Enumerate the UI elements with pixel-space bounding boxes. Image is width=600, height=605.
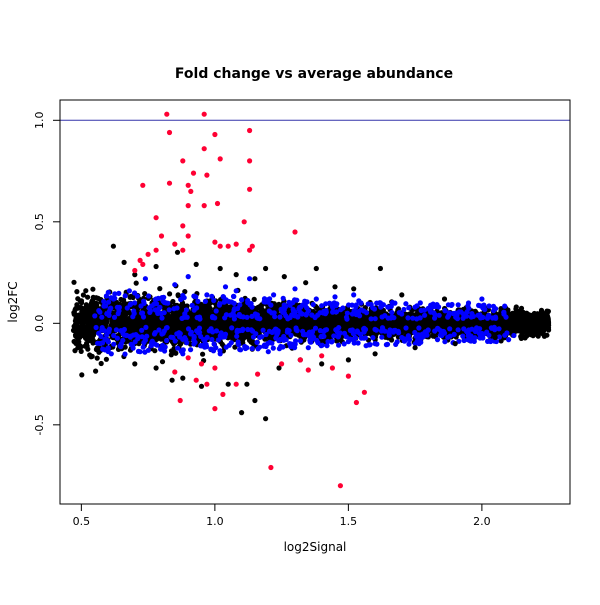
point-black <box>158 336 164 342</box>
point-black <box>170 330 176 336</box>
point-black <box>239 320 245 326</box>
point-black <box>76 343 82 349</box>
point-black <box>83 302 89 308</box>
point-black <box>259 306 265 313</box>
point-black <box>419 321 425 327</box>
point-black <box>103 356 109 362</box>
point-black <box>80 320 87 326</box>
point-black <box>142 291 148 297</box>
point-black <box>121 322 128 328</box>
point-black <box>157 286 163 292</box>
point-black <box>168 352 174 358</box>
point-black <box>541 314 548 320</box>
point-black <box>85 320 91 326</box>
point-black <box>546 327 552 333</box>
point-black <box>545 308 552 314</box>
point-black <box>182 289 188 295</box>
point-black <box>131 320 137 327</box>
point-black <box>170 298 176 305</box>
point-black <box>204 312 210 318</box>
point-black <box>167 291 173 297</box>
point-black <box>199 306 205 313</box>
point-black <box>181 303 187 309</box>
point-black <box>89 353 95 359</box>
point-black <box>530 333 536 339</box>
point-black <box>206 305 212 311</box>
point-black <box>498 338 504 344</box>
point-black <box>173 350 179 356</box>
point-black <box>71 279 77 285</box>
point-black <box>175 292 181 298</box>
point-black <box>524 310 530 316</box>
point-black <box>113 323 119 329</box>
point-black <box>386 320 392 326</box>
point-black <box>250 340 256 347</box>
point-black <box>184 319 190 325</box>
point-black <box>89 318 95 324</box>
point-black <box>244 323 251 329</box>
point-black <box>210 320 216 326</box>
point-black <box>98 360 104 367</box>
point-black <box>251 296 257 302</box>
point-black <box>134 315 140 321</box>
point-black <box>94 355 100 361</box>
points-layer <box>70 111 552 489</box>
point-black <box>71 310 77 316</box>
point-black <box>272 305 278 311</box>
point-black <box>133 325 139 331</box>
point-black <box>76 312 82 318</box>
point-black <box>213 323 219 329</box>
point-black <box>511 310 518 317</box>
point-black <box>72 325 78 331</box>
point-black <box>314 305 320 311</box>
point-black <box>74 317 80 323</box>
point-black <box>85 294 91 300</box>
point-black <box>88 302 94 308</box>
point-black <box>223 306 229 313</box>
point-black <box>74 289 80 295</box>
point-black <box>90 329 96 335</box>
point-black <box>298 319 305 325</box>
point-black <box>191 324 198 330</box>
point-black <box>166 317 172 323</box>
point-black <box>335 338 341 344</box>
point-black <box>72 348 78 354</box>
point-black <box>260 312 266 318</box>
point-black <box>159 359 166 365</box>
point-black <box>129 326 136 332</box>
point-black <box>73 333 79 339</box>
chart-title: Fold change vs average abundance <box>175 66 453 82</box>
point-black <box>502 319 508 325</box>
point-black <box>85 346 91 352</box>
point-black <box>93 368 99 374</box>
point-black <box>83 288 89 294</box>
point-black <box>130 294 136 301</box>
point-black <box>362 317 368 323</box>
point-black <box>84 340 90 346</box>
point-black <box>80 292 86 298</box>
point-black <box>75 305 81 311</box>
point-black <box>92 302 99 308</box>
point-black <box>110 310 116 316</box>
point-black <box>79 305 85 311</box>
point-black <box>79 372 85 378</box>
point-black <box>90 286 96 292</box>
point-black <box>246 333 252 339</box>
point-black <box>93 295 99 301</box>
point-black <box>133 280 139 286</box>
point-black <box>200 351 206 357</box>
point-black <box>540 331 546 337</box>
point-black <box>265 313 271 319</box>
point-black <box>168 348 175 354</box>
point-black <box>78 348 84 354</box>
point-black <box>376 310 382 316</box>
point-black <box>78 298 85 304</box>
point-black <box>513 320 519 326</box>
point-black <box>90 297 96 304</box>
